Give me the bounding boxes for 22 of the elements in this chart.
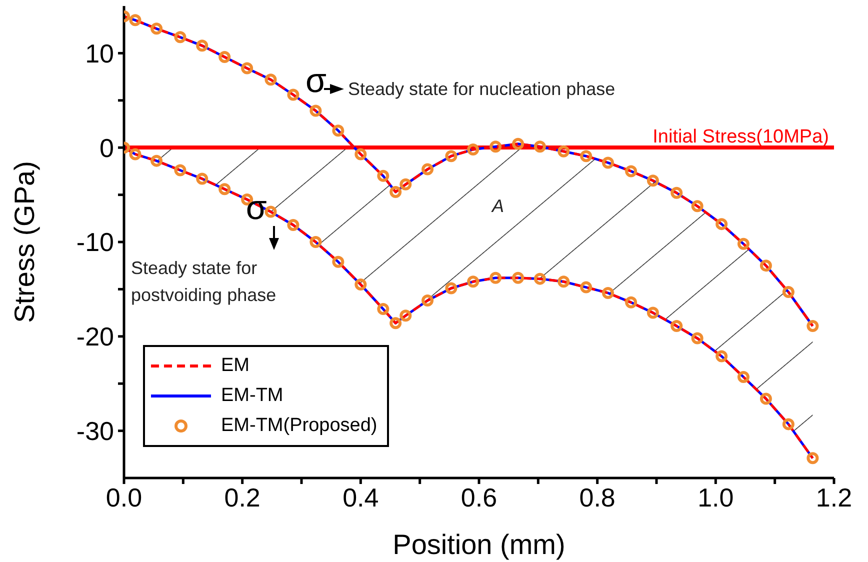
x-tick-label: 0.4 xyxy=(342,482,379,512)
y-tick-label: -20 xyxy=(76,322,114,352)
x-tick-label: 1.0 xyxy=(698,482,734,512)
x-tick-label: 0.6 xyxy=(460,482,498,512)
legend-label: EM xyxy=(221,355,250,377)
annotation: σ xyxy=(306,62,326,100)
y-tick-label: 10 xyxy=(85,38,114,68)
annotation: A xyxy=(492,195,506,218)
y-axis-title: Stress (GPa) xyxy=(8,161,40,323)
ref-line-label: Initial Stress(10MPa) xyxy=(652,126,829,148)
x-tick-label: 0.8 xyxy=(579,482,616,512)
x-tick-label: 0.0 xyxy=(106,482,142,512)
y-tick-label: -30 xyxy=(76,416,114,446)
x-tick-label: 0.2 xyxy=(224,482,260,512)
annotation: Steady state for nucleation phase xyxy=(348,78,616,101)
y-tick-label: -10 xyxy=(76,227,114,258)
legend-label: EM-TM(Proposed) xyxy=(221,415,378,437)
y-tick-label: 0 xyxy=(100,132,114,163)
x-tick-label: 1.2 xyxy=(816,482,852,512)
legend-label: EM-TM xyxy=(221,385,284,407)
x-axis-title: Position (mm) xyxy=(392,529,566,560)
annotation: Steady state for postvoiding phase xyxy=(131,257,278,307)
